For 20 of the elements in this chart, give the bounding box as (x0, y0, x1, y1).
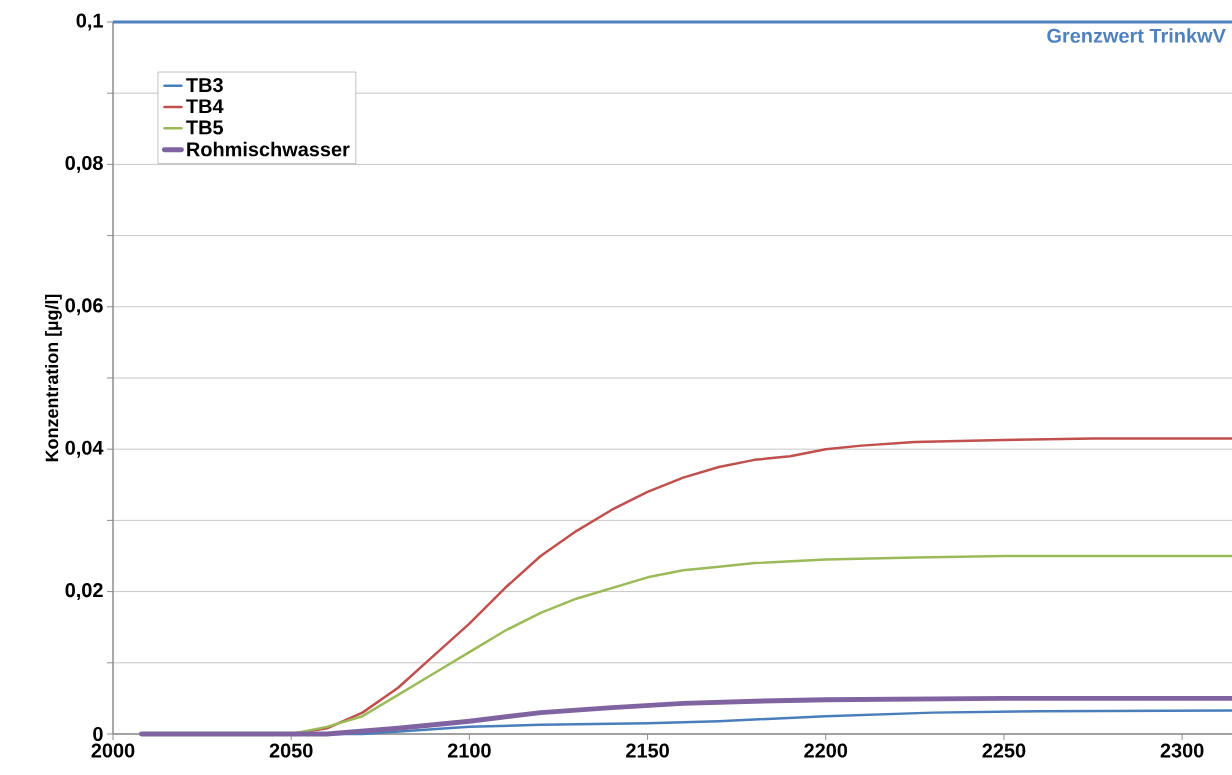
x-tick-label: 2250 (982, 743, 1026, 758)
line-series (139, 695, 1232, 737)
x-tick-label: 2000 (91, 743, 135, 758)
legend-label: TB3 (186, 78, 223, 93)
y-tick-label: 0 (93, 726, 103, 742)
x-tick-label: 2050 (269, 743, 313, 758)
x-tick-label: 2100 (447, 743, 491, 758)
y-tick-label: 0,1 (76, 13, 103, 31)
x-tick-label: 2200 (804, 743, 848, 758)
y-tick-label: 0,08 (65, 155, 103, 173)
ref-line-label: Grenzwert TrinkwV (1047, 28, 1226, 43)
y-tick-label: 0,02 (65, 583, 103, 601)
x-tick-label: 2300 (1160, 743, 1204, 758)
x-tick-label: 2150 (626, 743, 669, 758)
legend-label: Rohmischwasser (187, 141, 350, 157)
legend-label: TB5 (186, 120, 224, 135)
y-tick-label: 0,06 (65, 298, 103, 316)
y-axis-title: Konzentration [µg/l] (45, 294, 62, 462)
legend-label: TB4 (186, 99, 224, 114)
y-tick-label: 0,04 (65, 440, 104, 458)
